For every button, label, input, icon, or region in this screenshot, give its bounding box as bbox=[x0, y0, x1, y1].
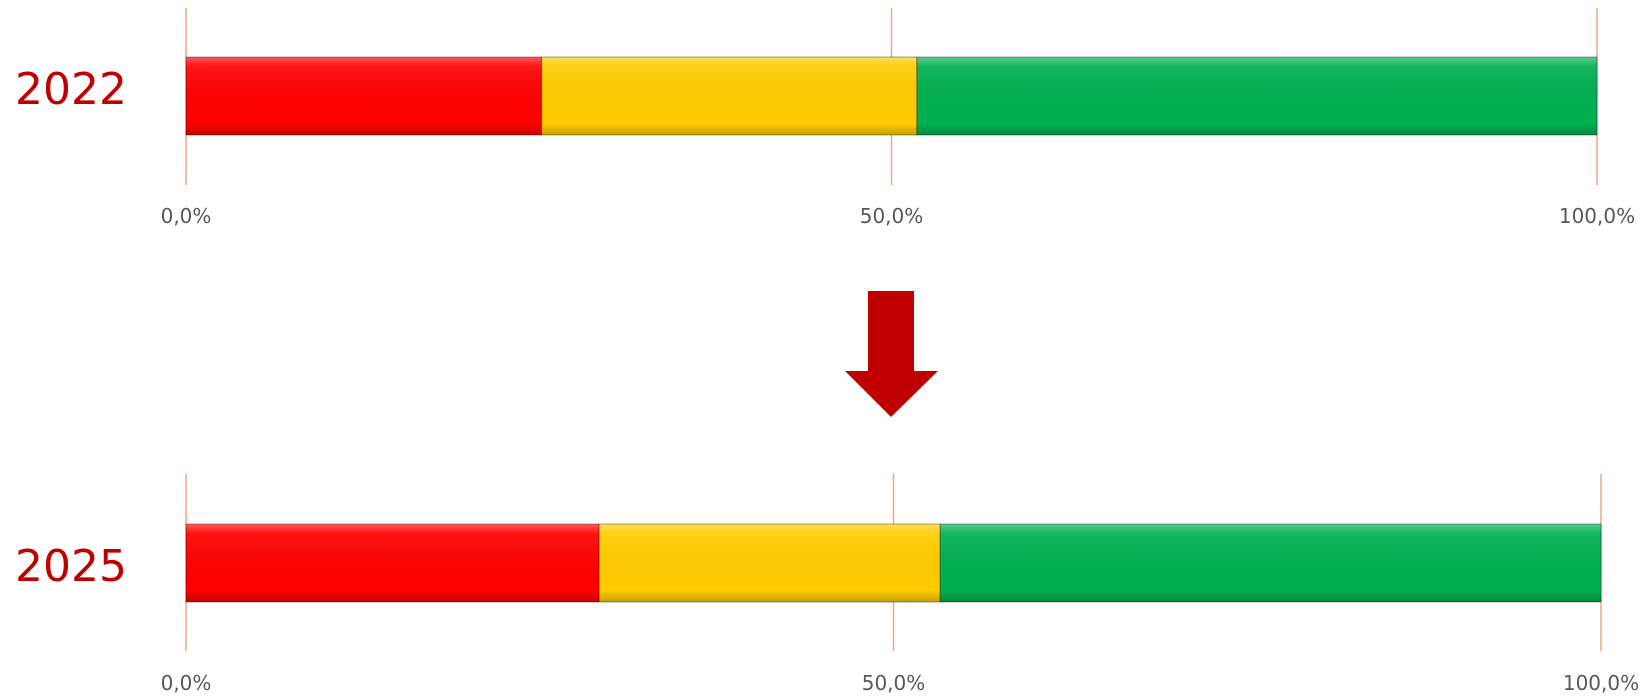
chart-2025: 2025 0,0% 50,0% 100,0% bbox=[15, 474, 1639, 695]
tick-label: 100,0% bbox=[1559, 204, 1635, 228]
stacked-bar bbox=[185, 523, 1602, 603]
bar-segment-bevel bbox=[939, 523, 1602, 603]
year-label-2025: 2025 bbox=[15, 541, 127, 592]
bar-segment-bevel bbox=[541, 56, 918, 136]
bar-segment-bevel bbox=[916, 56, 1598, 136]
year-label-2022: 2022 bbox=[15, 64, 127, 115]
tick-labels: 0,0% 50,0% 100,0% bbox=[161, 671, 1640, 695]
tick-label: 50,0% bbox=[862, 671, 926, 695]
bar-segment-bevel bbox=[185, 56, 543, 136]
tick-label: 0,0% bbox=[161, 204, 212, 228]
stacked-bar bbox=[185, 56, 1598, 136]
bar-segment-bevel bbox=[185, 523, 600, 603]
tick-labels: 0,0% 50,0% 100,0% bbox=[161, 204, 1636, 228]
down-arrow-icon bbox=[845, 291, 938, 417]
bar-segment-bevel bbox=[598, 523, 941, 603]
tick-label: 100,0% bbox=[1563, 671, 1639, 695]
chart-2022: 2022 0,0% 50,0% 100,0% bbox=[15, 8, 1635, 228]
tick-label: 0,0% bbox=[161, 671, 212, 695]
tick-label: 50,0% bbox=[860, 204, 924, 228]
